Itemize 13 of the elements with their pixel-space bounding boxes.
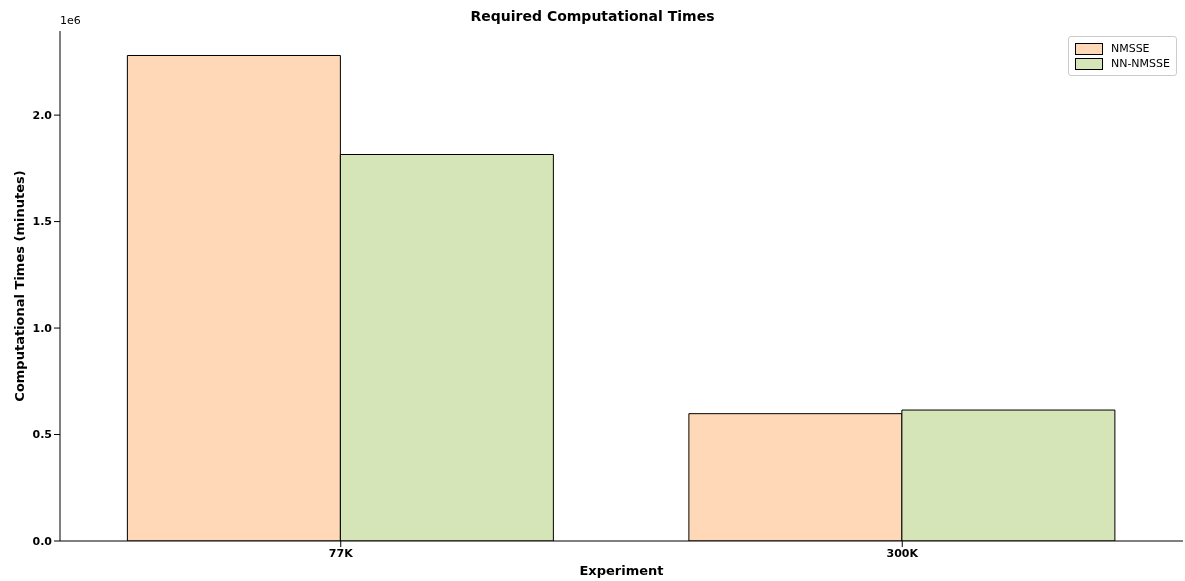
y-tick-label: 1.0 <box>32 321 53 335</box>
legend-label: NMSSE <box>1110 42 1150 55</box>
x-axis-title: Experiment <box>578 563 665 578</box>
y-axis-title: Computational Times (minutes) <box>11 170 27 402</box>
y-tick-label: 1.5 <box>32 215 52 229</box>
text: 1e6 <box>60 14 81 27</box>
chart-title: Required Computational Times <box>470 8 715 24</box>
legend-label: NN-NMSSE <box>1110 57 1170 70</box>
x-tick-label: 77K <box>328 546 354 560</box>
x-tick-label: 300K <box>886 546 919 560</box>
y-tick-label: 0.5 <box>32 428 52 442</box>
y-tick-label: 2.0 <box>32 109 53 123</box>
y-tick-label: 0.0 <box>32 534 53 548</box>
